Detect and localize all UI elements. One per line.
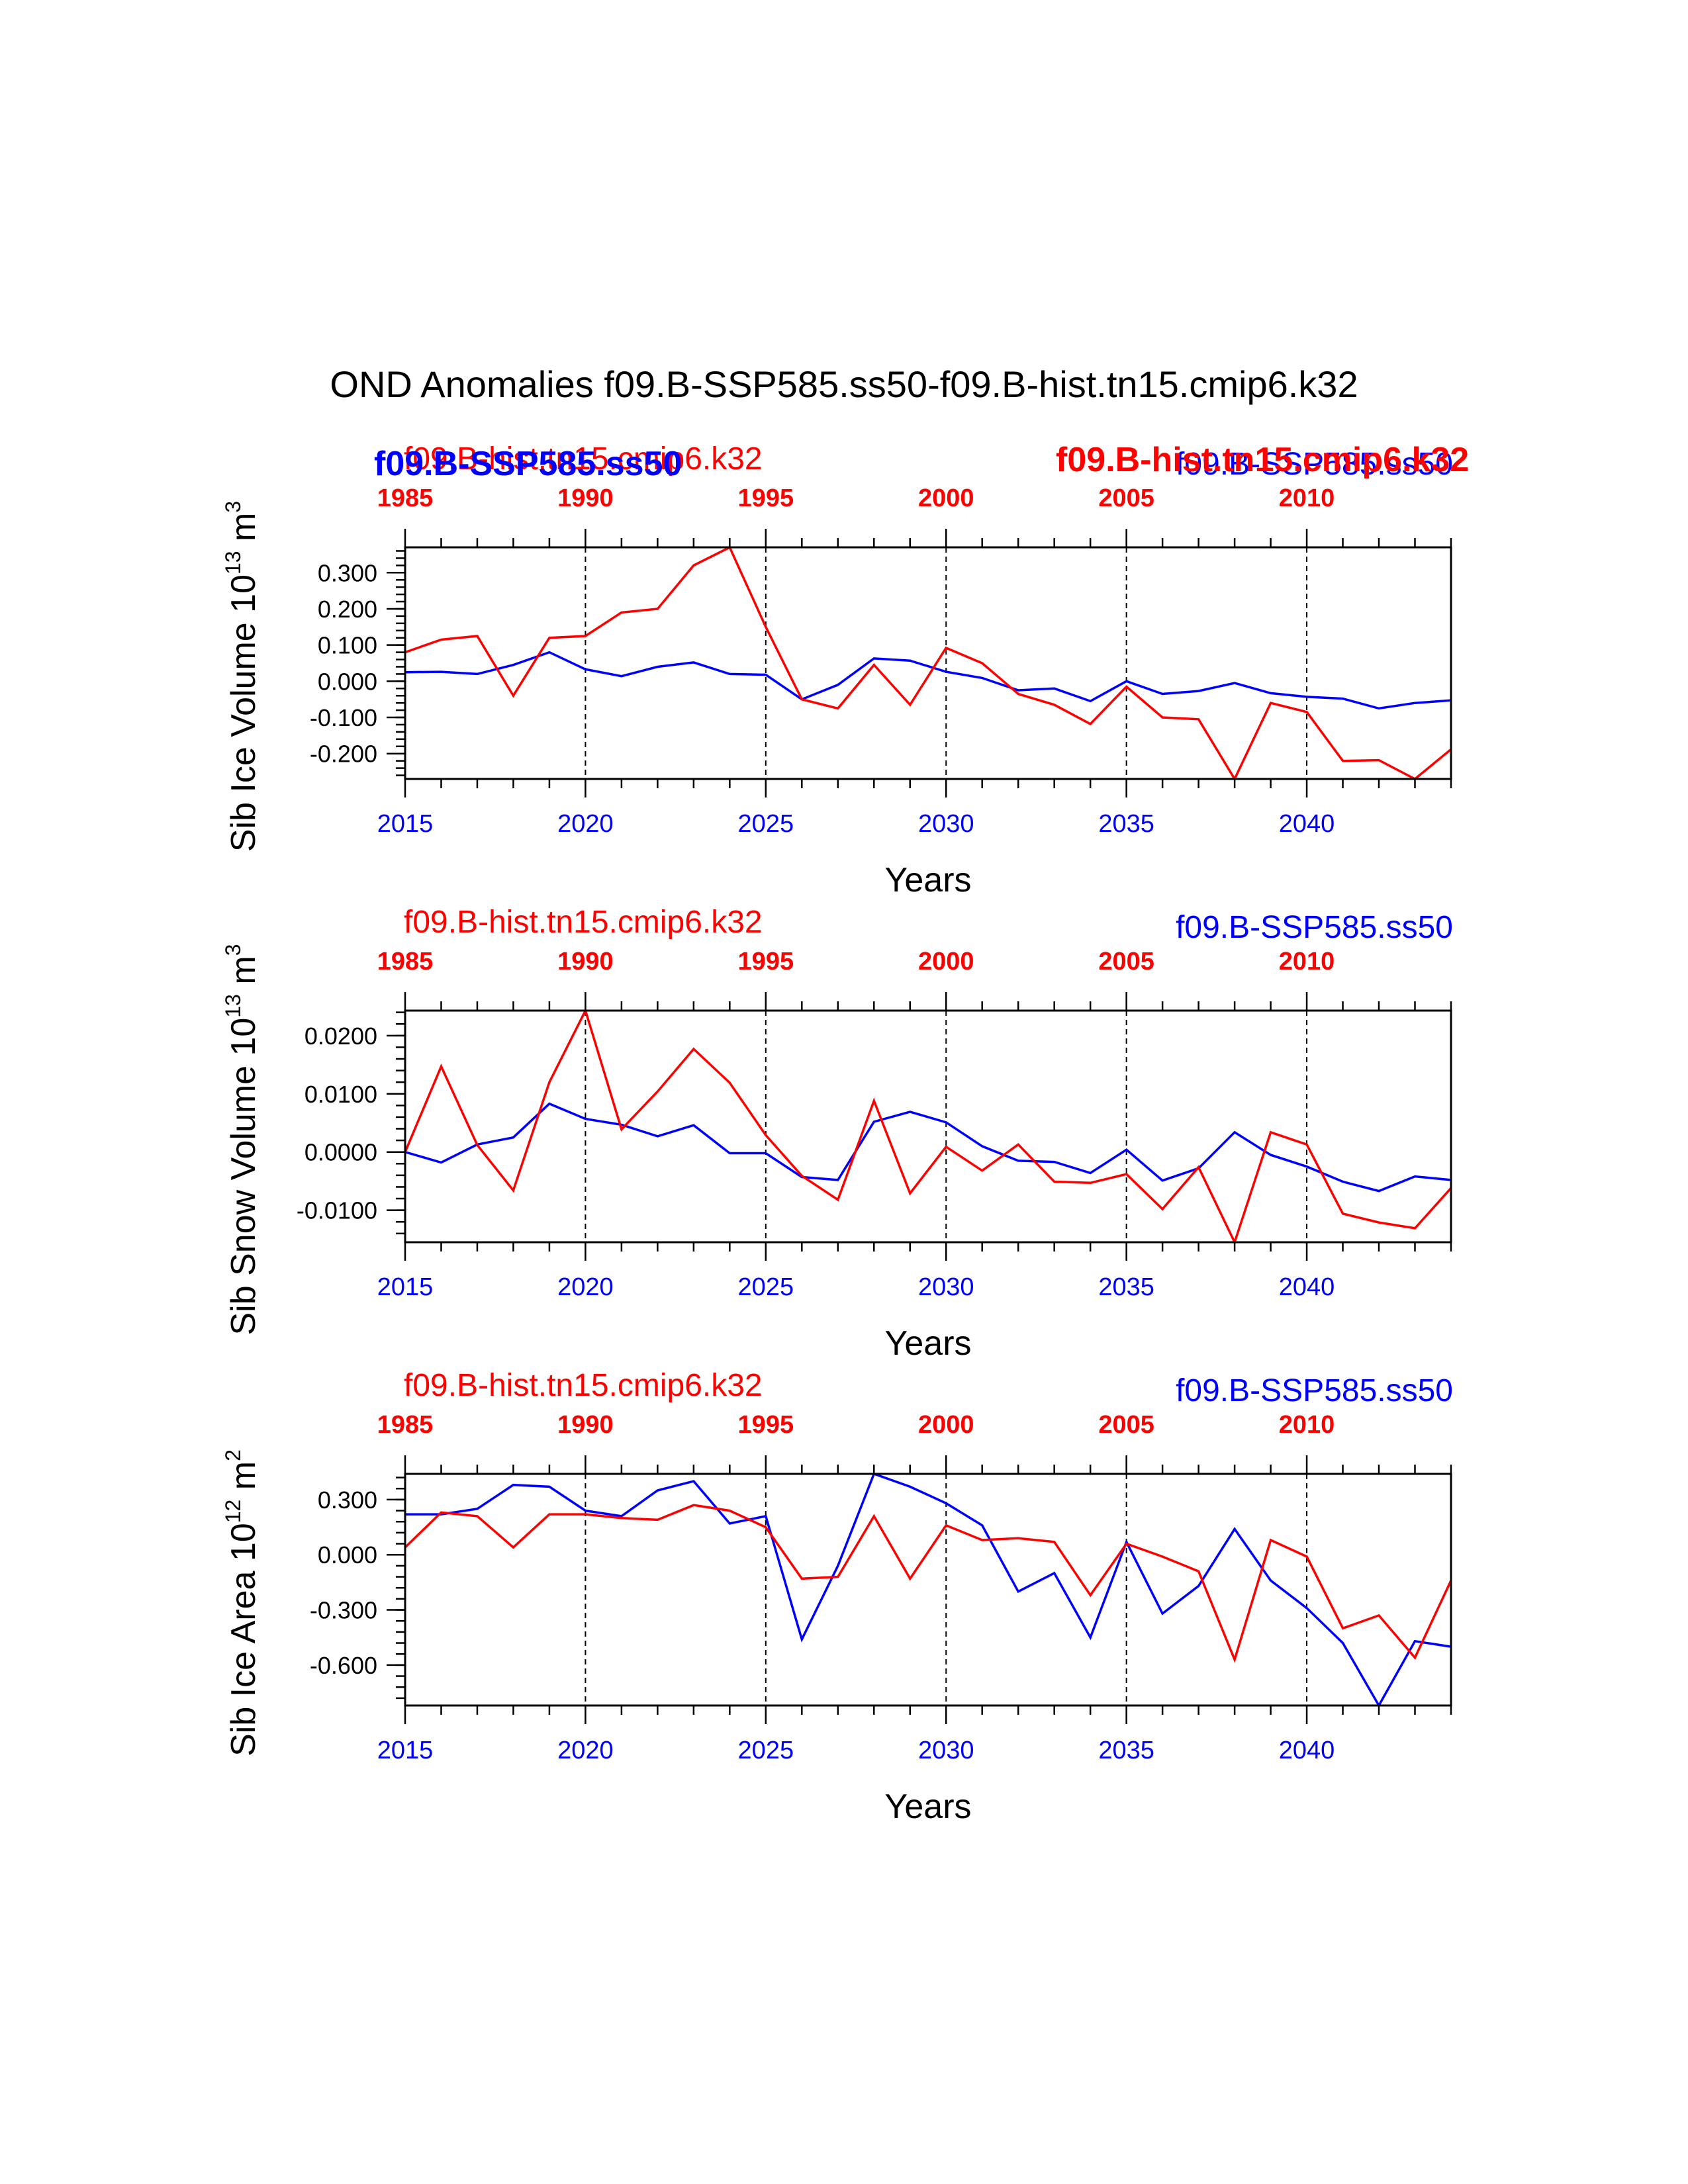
- red-series-label: f09.B-hist.tn15.cmip6.k32: [404, 905, 763, 940]
- overlay-labels: f09.B-SSP585.ss50 f09.B-hist.tn15.cmip6.…: [374, 441, 1469, 483]
- y-tick-label: 0.000: [318, 668, 377, 695]
- x-tick-label-bottom: 2025: [738, 810, 794, 838]
- series-line-blue: [404, 1102, 1452, 1193]
- y-tick-label: 0.100: [318, 632, 377, 659]
- x-tick-label-top: 1995: [738, 1411, 794, 1439]
- series-line-blue: [405, 1472, 1452, 1708]
- x-tick-label-top: 1985: [377, 948, 434, 976]
- x-tick-label-top: 2010: [1279, 484, 1335, 512]
- x-tick-label-top: 2005: [1098, 484, 1154, 512]
- x-tick-label-bottom: 2035: [1098, 1273, 1154, 1301]
- y-axis-title: Sib Ice Area 1012 m2: [221, 1449, 263, 1756]
- chart-panel-3: 2015 2020 2025 2030 2035 2040 1985 1990 1995 2000…: [221, 1368, 1453, 1826]
- x-tick-label-bottom: 2015: [377, 810, 434, 838]
- x-tick-label-top: 1995: [738, 948, 794, 976]
- plot-frame: [404, 546, 1452, 780]
- blue-series-label: f09.B-SSP585.ss50: [1176, 447, 1453, 482]
- x-axis-title: Years: [884, 1324, 971, 1363]
- x-tick-label-top: 1990: [557, 948, 614, 976]
- x-tick-label-bottom: 2015: [377, 1737, 434, 1764]
- x-tick-label-top: 2000: [918, 1411, 974, 1439]
- x-tick-label-top: 1990: [557, 1411, 614, 1439]
- x-axis-title: Years: [884, 1788, 971, 1826]
- y-axis-title: Sib Ice Volume 1013 m3: [221, 501, 263, 852]
- x-tick-label-bottom: 2025: [738, 1737, 794, 1764]
- x-tick-label-top: 1990: [557, 484, 614, 512]
- series-line-red: [404, 1504, 1452, 1663]
- plot-frame: [404, 1009, 1452, 1244]
- y-tick-label: 0.300: [318, 559, 377, 586]
- y-tick-label: -0.300: [310, 1597, 377, 1624]
- x-tick-label-top: 2010: [1279, 948, 1335, 976]
- x-tick-label-top: 2005: [1098, 1411, 1154, 1439]
- y-axis-title-part: m: [224, 1461, 263, 1500]
- y-tick-label: -0.200: [310, 741, 377, 768]
- y-tick-label: -0.0100: [297, 1197, 377, 1224]
- red-series-label: f09.B-hist.tn15.cmip6.k32: [404, 1368, 763, 1403]
- panels: 2015 2020 2025 2030 2035 2040 1985 1990 1995 2000…: [221, 441, 1453, 1826]
- x-tick-label-bottom: 2040: [1279, 810, 1335, 838]
- x-tick-label-top: 1985: [377, 484, 434, 512]
- blue-series-label: f09.B-SSP585.ss50: [1176, 1373, 1453, 1408]
- chart-panel-2: 2015 2020 2025 2030 2035 2040 1985 1990 1995 2000…: [221, 905, 1453, 1363]
- x-tick-label-bottom: 2030: [918, 810, 974, 838]
- red-series-label: f09.B-hist.tn15.cmip6.k32: [404, 441, 763, 477]
- y-axis-title-superscript: 3: [221, 944, 245, 956]
- overlay-blue-bold-label: f09.B-SSP585.ss50: [374, 445, 682, 483]
- x-tick-label-bottom: 2030: [918, 1273, 974, 1301]
- x-tick-label-bottom: 2040: [1279, 1273, 1335, 1301]
- x-tick-label-top: 2000: [918, 948, 974, 976]
- x-tick-label-bottom: 2035: [1098, 810, 1154, 838]
- x-tick-label-top: 2005: [1098, 948, 1154, 976]
- x-tick-label-bottom: 2040: [1279, 1737, 1335, 1764]
- y-axis-title-superscript: 13: [221, 551, 245, 574]
- y-tick-label: -0.600: [310, 1652, 377, 1679]
- y-axis-title-part: Sib Ice Volume 10: [224, 574, 263, 852]
- page-title: OND Anomalies f09.B-SSP585.ss50-f09.B-hi…: [330, 363, 1358, 405]
- y-tick-label: 0.0100: [305, 1081, 377, 1108]
- y-tick-label: -0.100: [310, 704, 377, 731]
- y-tick-label: 0.000: [318, 1541, 377, 1569]
- x-tick-label-top: 1995: [738, 484, 794, 512]
- overlay-red-bold-label: f09.B-hist.tn15.cmip6.k32: [1056, 441, 1469, 479]
- series-line-blue: [404, 651, 1452, 710]
- y-axis-title-part: Sib Snow Volume 10: [224, 1018, 263, 1336]
- x-tick-label-bottom: 2025: [738, 1273, 794, 1301]
- x-axis-title: Years: [884, 861, 971, 899]
- x-tick-label-bottom: 2020: [557, 1273, 614, 1301]
- y-tick-label: 0.300: [318, 1486, 377, 1514]
- blue-series-label: f09.B-SSP585.ss50: [1176, 910, 1453, 945]
- y-tick-label: 0.0200: [305, 1023, 377, 1050]
- y-axis-title-part: m: [224, 956, 263, 994]
- x-tick-label-bottom: 2020: [557, 1737, 614, 1764]
- plot-frame: [404, 1473, 1452, 1707]
- x-tick-label-bottom: 2020: [557, 810, 614, 838]
- y-axis-title-superscript: 13: [221, 994, 245, 1018]
- series-line-red: [404, 545, 1452, 782]
- y-axis-title-part: Sib Ice Area 10: [224, 1523, 263, 1756]
- x-tick-label-top: 2010: [1279, 1411, 1335, 1439]
- y-tick-label: 0.200: [318, 596, 377, 623]
- x-tick-label-top: 2000: [918, 484, 974, 512]
- x-tick-label-bottom: 2015: [377, 1273, 434, 1301]
- chart-panel-1: 2015 2020 2025 2030 2035 2040 1985 1990 1995 2000…: [221, 441, 1453, 899]
- x-tick-label-bottom: 2035: [1098, 1737, 1154, 1764]
- x-tick-label-bottom: 2030: [918, 1737, 974, 1764]
- y-axis-title-superscript: 3: [221, 501, 245, 513]
- y-tick-label: 0.0000: [305, 1139, 377, 1166]
- y-axis-title: Sib Snow Volume 1013 m3: [221, 944, 263, 1335]
- y-axis-title-superscript: 12: [221, 1500, 245, 1524]
- series-line-red: [404, 1007, 1452, 1246]
- x-tick-label-top: 1985: [377, 1411, 434, 1439]
- y-axis-title-part: m: [224, 513, 263, 551]
- y-axis-title-superscript: 2: [221, 1449, 245, 1461]
